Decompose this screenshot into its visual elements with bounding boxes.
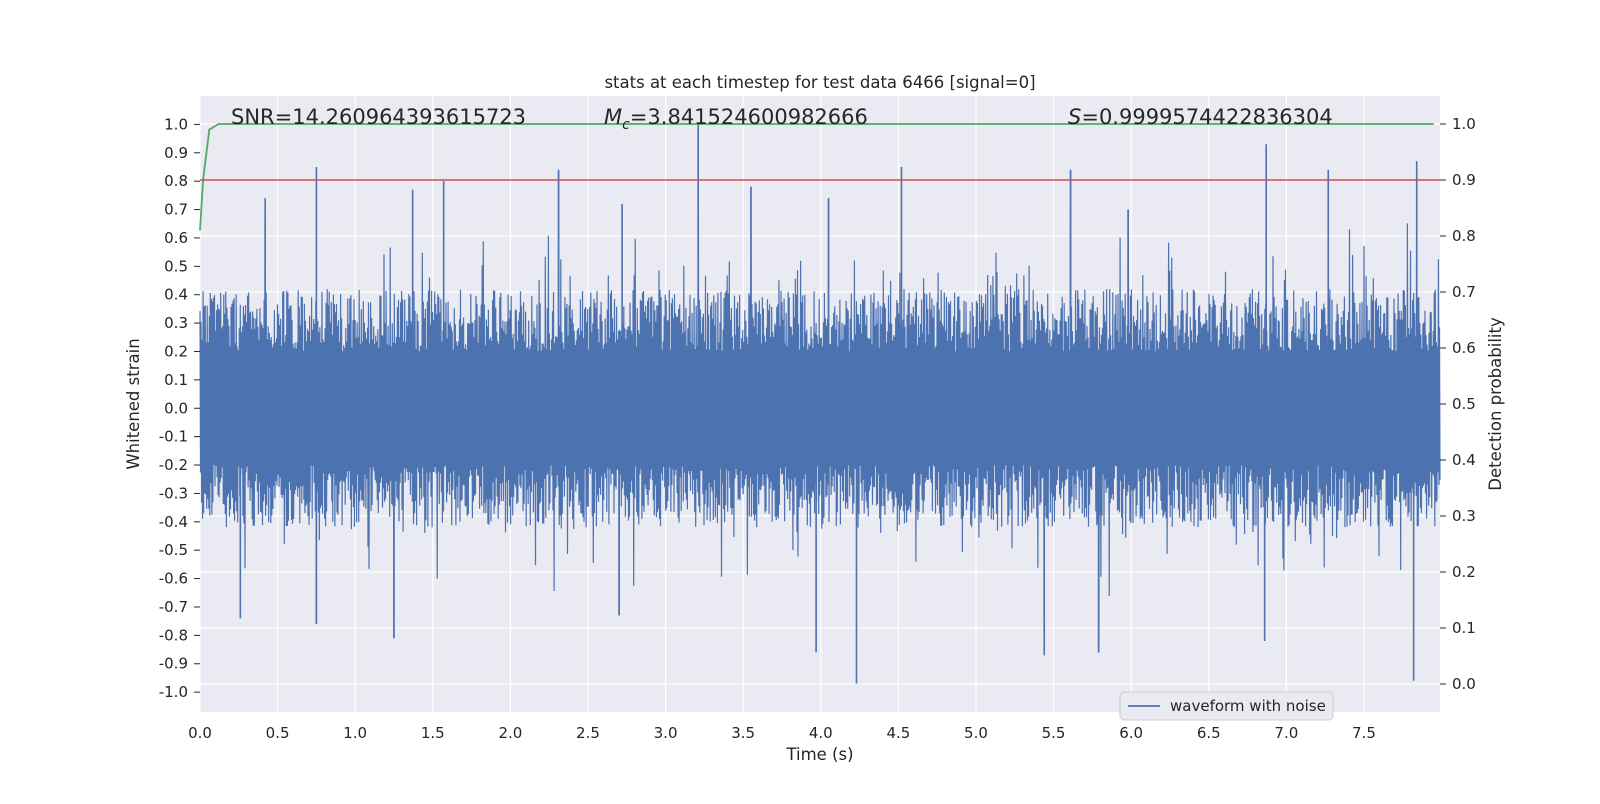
x-tick-label: 7.0 (1274, 724, 1298, 742)
y-tick-label: 0.8 (164, 172, 188, 190)
y-tick-label: 0.6 (164, 229, 188, 247)
x-tick-label: 3.0 (654, 724, 678, 742)
y2-tick-label: 1.0 (1452, 115, 1476, 133)
y2-tick-label: 0.8 (1452, 227, 1476, 245)
y2-axis-label: Detection probability (1486, 317, 1505, 491)
legend-box (1119, 691, 1334, 721)
y-tick-label: -0.3 (159, 484, 188, 502)
y-tick-label: -0.8 (159, 626, 188, 644)
x-axis-label: Time (s) (785, 745, 853, 764)
y-tick-label: -0.9 (159, 655, 188, 673)
x-tick-label: 5.5 (1042, 724, 1066, 742)
x-tick-label: 3.5 (731, 724, 755, 742)
chart-title: stats at each timestep for test data 646… (604, 73, 1035, 92)
x-tick-label: 1.0 (343, 724, 367, 742)
y-tick-label: 0.2 (164, 342, 188, 360)
y-tick-label: -0.4 (159, 513, 188, 531)
y-tick-label: 1.0 (164, 115, 188, 133)
x-tick-label: 7.5 (1352, 724, 1376, 742)
x-tick-label: 6.5 (1197, 724, 1221, 742)
y2-tick-label: 0.2 (1452, 563, 1476, 581)
y2-tick-label: 0.5 (1452, 395, 1476, 413)
y2-tick-label: 0.4 (1452, 451, 1476, 469)
probability-line (199, 123, 1434, 231)
s-symbol: S (1068, 105, 1081, 129)
y-tick-label: 0.3 (164, 314, 188, 332)
chirp-mass-subscript: c (622, 117, 630, 133)
x-tick-label: 4.0 (809, 724, 833, 742)
s-value: =0.9999574422836304 (1081, 105, 1332, 129)
y-tick-label: -0.7 (159, 598, 188, 616)
snr-annotation: SNR=14.260964393615723 (231, 105, 526, 129)
x-tick-label: 2.5 (576, 724, 600, 742)
legend-waveform-label: waveform with noise (1170, 697, 1326, 715)
y-axis-ticks: 1.0 0.9 0.8 0.7 0.6 0.5 0.4 0.3 0.2 0.1 0.0 -0.1 -0.… (159, 115, 200, 701)
y-tick-label: -0.6 (159, 570, 188, 588)
x-tick-label: 5.0 (964, 724, 988, 742)
y2-tick-label: 0.9 (1452, 171, 1476, 189)
snr-s-annotation: S=0.9999574422836304 (1068, 105, 1333, 129)
x-tick-label: 4.5 (886, 724, 910, 742)
waveform-line (199, 124, 1441, 656)
y2-tick-label: 0.0 (1452, 675, 1476, 693)
legend: waveform with noise (1119, 691, 1334, 721)
x-tick-label: 6.0 (1119, 724, 1143, 742)
y-tick-label: -0.5 (159, 541, 188, 559)
chirp-mass-value: =3.841524600982666 (630, 105, 868, 129)
y2-tick-label: 0.6 (1452, 339, 1476, 357)
x-tick-label: 2.0 (498, 724, 522, 742)
y2-tick-label: 0.3 (1452, 507, 1476, 525)
probability-series (199, 123, 1440, 231)
y-tick-label: -1.0 (159, 683, 188, 701)
chirp-mass-symbol: M (604, 105, 622, 129)
chirp-mass-annotation: Mc=3.841524600982666 (604, 105, 868, 133)
y-tick-label: 0.5 (164, 257, 188, 275)
y-tick-label: 0.1 (164, 371, 188, 389)
y-tick-label: -0.2 (159, 456, 188, 474)
y-axis-label: Whitened strain (124, 338, 143, 469)
y2-axis-ticks: 1.0 0.9 0.8 0.7 0.6 0.5 0.4 0.3 0.2 0.1 0.0 (1440, 115, 1476, 693)
y-tick-label: 0.9 (164, 144, 188, 162)
x-tick-label: 0.5 (266, 724, 290, 742)
y2-tick-label: 0.1 (1452, 619, 1476, 637)
y2-tick-label: 0.7 (1452, 283, 1476, 301)
x-axis-ticks: 0.0 0.5 1.0 1.5 2.0 2.5 3.0 3.5 4.0 4.5 5.0 5.5 6.0 6… (188, 724, 1376, 742)
y-tick-label: 0.4 (164, 286, 188, 304)
y-tick-label: -0.1 (159, 428, 188, 446)
x-tick-label: 1.5 (421, 724, 445, 742)
y-tick-label: 0.0 (164, 399, 188, 417)
waveform-series (199, 124, 1441, 684)
x-tick-label: 0.0 (188, 724, 212, 742)
y-tick-label: 0.7 (164, 201, 188, 219)
